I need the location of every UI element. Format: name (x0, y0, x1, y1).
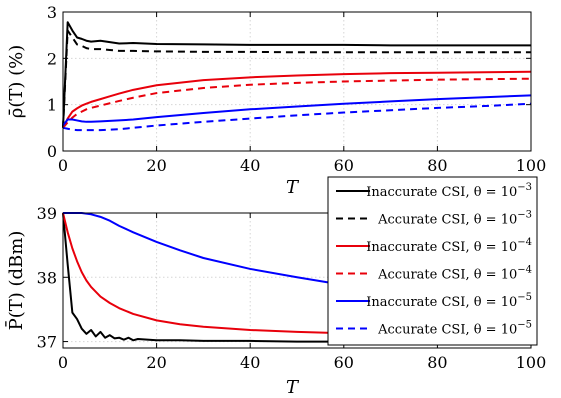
top-xtick-label: 80 (427, 156, 447, 175)
legend-entry-text: Accurate CSI, θ = 10 (377, 268, 517, 283)
top-series-line (62, 77, 532, 129)
bottom-series-line (62, 212, 531, 343)
top-ytick-label: 1 (47, 96, 57, 115)
legend-entry-text: Inaccurate CSI, θ = 10 (366, 295, 517, 310)
bottom-xtick-label: 0 (58, 353, 68, 372)
bottom-ytick-label: 38 (37, 268, 57, 287)
top-xtick-label: 100 (516, 156, 547, 175)
bottom-xtick-label: 40 (240, 353, 260, 372)
top-series-line (62, 70, 532, 129)
top-series-line (62, 29, 531, 128)
legend-entry-exponent: −5 (517, 292, 532, 303)
top-ytick-label: 3 (47, 3, 57, 22)
top-xtick-label: 60 (334, 156, 354, 175)
bottom-xtick-label: 60 (334, 353, 354, 372)
legend-entry-text: Inaccurate CSI, θ = 10 (366, 240, 517, 255)
panel-power: 0 20 40 60 80 100 37 38 39 T P̄(T) (dBm) (4, 204, 547, 398)
top-ytick-label: 0 (47, 142, 57, 161)
bottom-xtick-label: 80 (427, 353, 447, 372)
legend-entry-text: Accurate CSI, θ = 10 (377, 323, 517, 338)
legend-entry-label: Accurate CSI, θ = 10−5 (377, 320, 532, 338)
top-x-axis-label: T (286, 177, 300, 198)
top-series-line (62, 102, 532, 132)
legend-entry-text: Accurate CSI, θ = 10 (377, 213, 517, 228)
legend-entry-exponent: −4 (517, 237, 532, 248)
panel-rho: 0 20 40 60 80 100 0 1 2 3 Tρ̄(T) (%) (6, 3, 546, 198)
bottom-y-axis-label: P̄(T) (dBm) (4, 231, 27, 331)
legend-entry-exponent: −4 (517, 265, 532, 276)
legend-entry-label: Accurate CSI, θ = 10−4 (377, 265, 532, 283)
legend-entry-label: Accurate CSI, θ = 10−3 (377, 210, 532, 228)
bottom-ytick-label: 37 (37, 333, 57, 352)
bottom-x-axis-label: T (286, 377, 300, 398)
bottom-series-line (63, 212, 368, 289)
top-xtick-label: 0 (58, 156, 68, 175)
legend-entry-text: Inaccurate CSI, θ = 10 (366, 185, 517, 200)
top-ytick-label: 2 (47, 49, 57, 68)
top-xtick-label: 20 (146, 156, 166, 175)
legend-box (327, 176, 538, 346)
legend-entry-label: Inaccurate CSI, θ = 10−3 (366, 182, 532, 200)
top-series-line (62, 21, 531, 128)
legend-entry-exponent: −3 (517, 210, 532, 221)
top-xtick-label: 40 (240, 156, 260, 175)
top-y-axis-label: ρ̄(T) (%) (6, 45, 27, 119)
bottom-ytick-label: 39 (37, 204, 57, 223)
legend-entry-exponent: −5 (517, 320, 532, 331)
legend-entry-label: Inaccurate CSI, θ = 10−5 (366, 292, 532, 310)
legend-entry-exponent: −3 (517, 182, 532, 193)
bottom-xtick-label: 100 (516, 353, 547, 372)
top-series-line (62, 94, 532, 127)
bottom-xtick-label: 20 (146, 353, 166, 372)
legend-entry-label: Inaccurate CSI, θ = 10−4 (366, 237, 532, 255)
top-axes-box (62, 11, 532, 152)
